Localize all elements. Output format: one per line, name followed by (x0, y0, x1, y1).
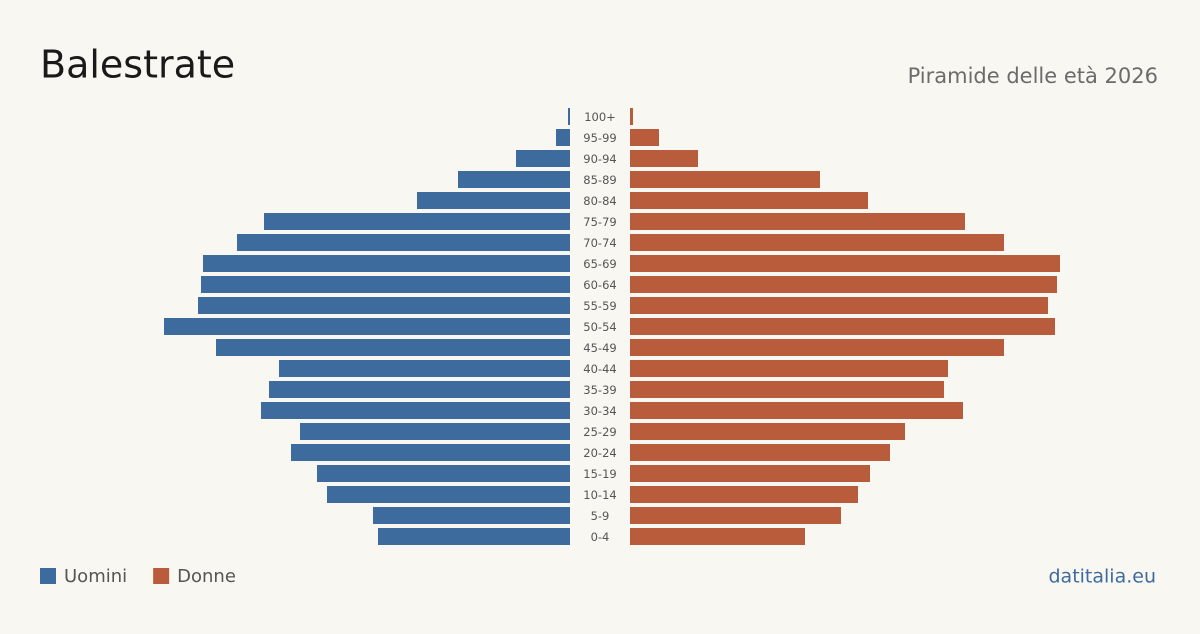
age-label: 45-49 (583, 341, 616, 355)
bar (216, 339, 570, 356)
bar (264, 213, 570, 230)
bar (630, 507, 841, 524)
legend-swatch (153, 568, 170, 584)
bar (417, 192, 570, 209)
bar (630, 234, 1004, 251)
source: datitalia.eu (1049, 566, 1157, 588)
bar (237, 234, 570, 251)
bar (630, 318, 1055, 335)
bar (300, 423, 570, 440)
age-label: 60-64 (583, 278, 616, 292)
age-label: 55-59 (583, 299, 616, 313)
bar (630, 444, 890, 461)
bar (630, 486, 858, 503)
age-label: 5-9 (591, 509, 610, 523)
chart-subtitle: Piramide delle età 2026 (908, 64, 1158, 88)
bar (269, 381, 570, 398)
bar (630, 465, 870, 482)
age-label: 10-14 (583, 488, 616, 502)
bar (630, 192, 868, 209)
bar (373, 507, 570, 524)
age-label: 80-84 (583, 194, 616, 208)
bar (630, 150, 698, 167)
age-label: 65-69 (583, 257, 616, 271)
age-label: 90-94 (583, 152, 616, 166)
age-label: 25-29 (583, 425, 616, 439)
age-label: 100+ (584, 110, 616, 124)
bar (458, 171, 570, 188)
bar (556, 129, 570, 146)
age-label: 85-89 (583, 173, 616, 187)
bar (630, 360, 948, 377)
legend-label: Uomini (64, 566, 127, 587)
bar (630, 423, 905, 440)
bar (201, 276, 570, 293)
bar (378, 528, 570, 545)
age-label: 20-24 (583, 446, 616, 460)
legend-label: Donne (177, 566, 236, 587)
bar (630, 297, 1048, 314)
bar (630, 339, 1004, 356)
age-label: 40-44 (583, 362, 616, 376)
bar (630, 171, 820, 188)
bar (317, 465, 570, 482)
bar (198, 297, 570, 314)
bar (630, 402, 963, 419)
bar (327, 486, 570, 503)
age-label: 30-34 (583, 404, 616, 418)
bar (164, 318, 570, 335)
age-label: 35-39 (583, 383, 616, 397)
chart-title: Balestrate (40, 43, 235, 87)
age-label: 75-79 (583, 215, 616, 229)
legend-swatch (40, 568, 56, 584)
bar (291, 444, 570, 461)
age-label: 95-99 (583, 131, 616, 145)
bar (630, 108, 633, 125)
bar (630, 213, 965, 230)
age-label: 70-74 (583, 236, 616, 250)
age-label: 50-54 (583, 320, 616, 334)
bar (261, 402, 570, 419)
bar (630, 381, 944, 398)
bar (630, 528, 805, 545)
bar (279, 360, 570, 377)
bar (568, 108, 570, 125)
bar (630, 255, 1060, 272)
bar (630, 276, 1057, 293)
age-label: 0-4 (591, 530, 610, 544)
age-label: 15-19 (583, 467, 616, 481)
bar (203, 255, 570, 272)
bar (516, 150, 570, 167)
bar (630, 129, 659, 146)
